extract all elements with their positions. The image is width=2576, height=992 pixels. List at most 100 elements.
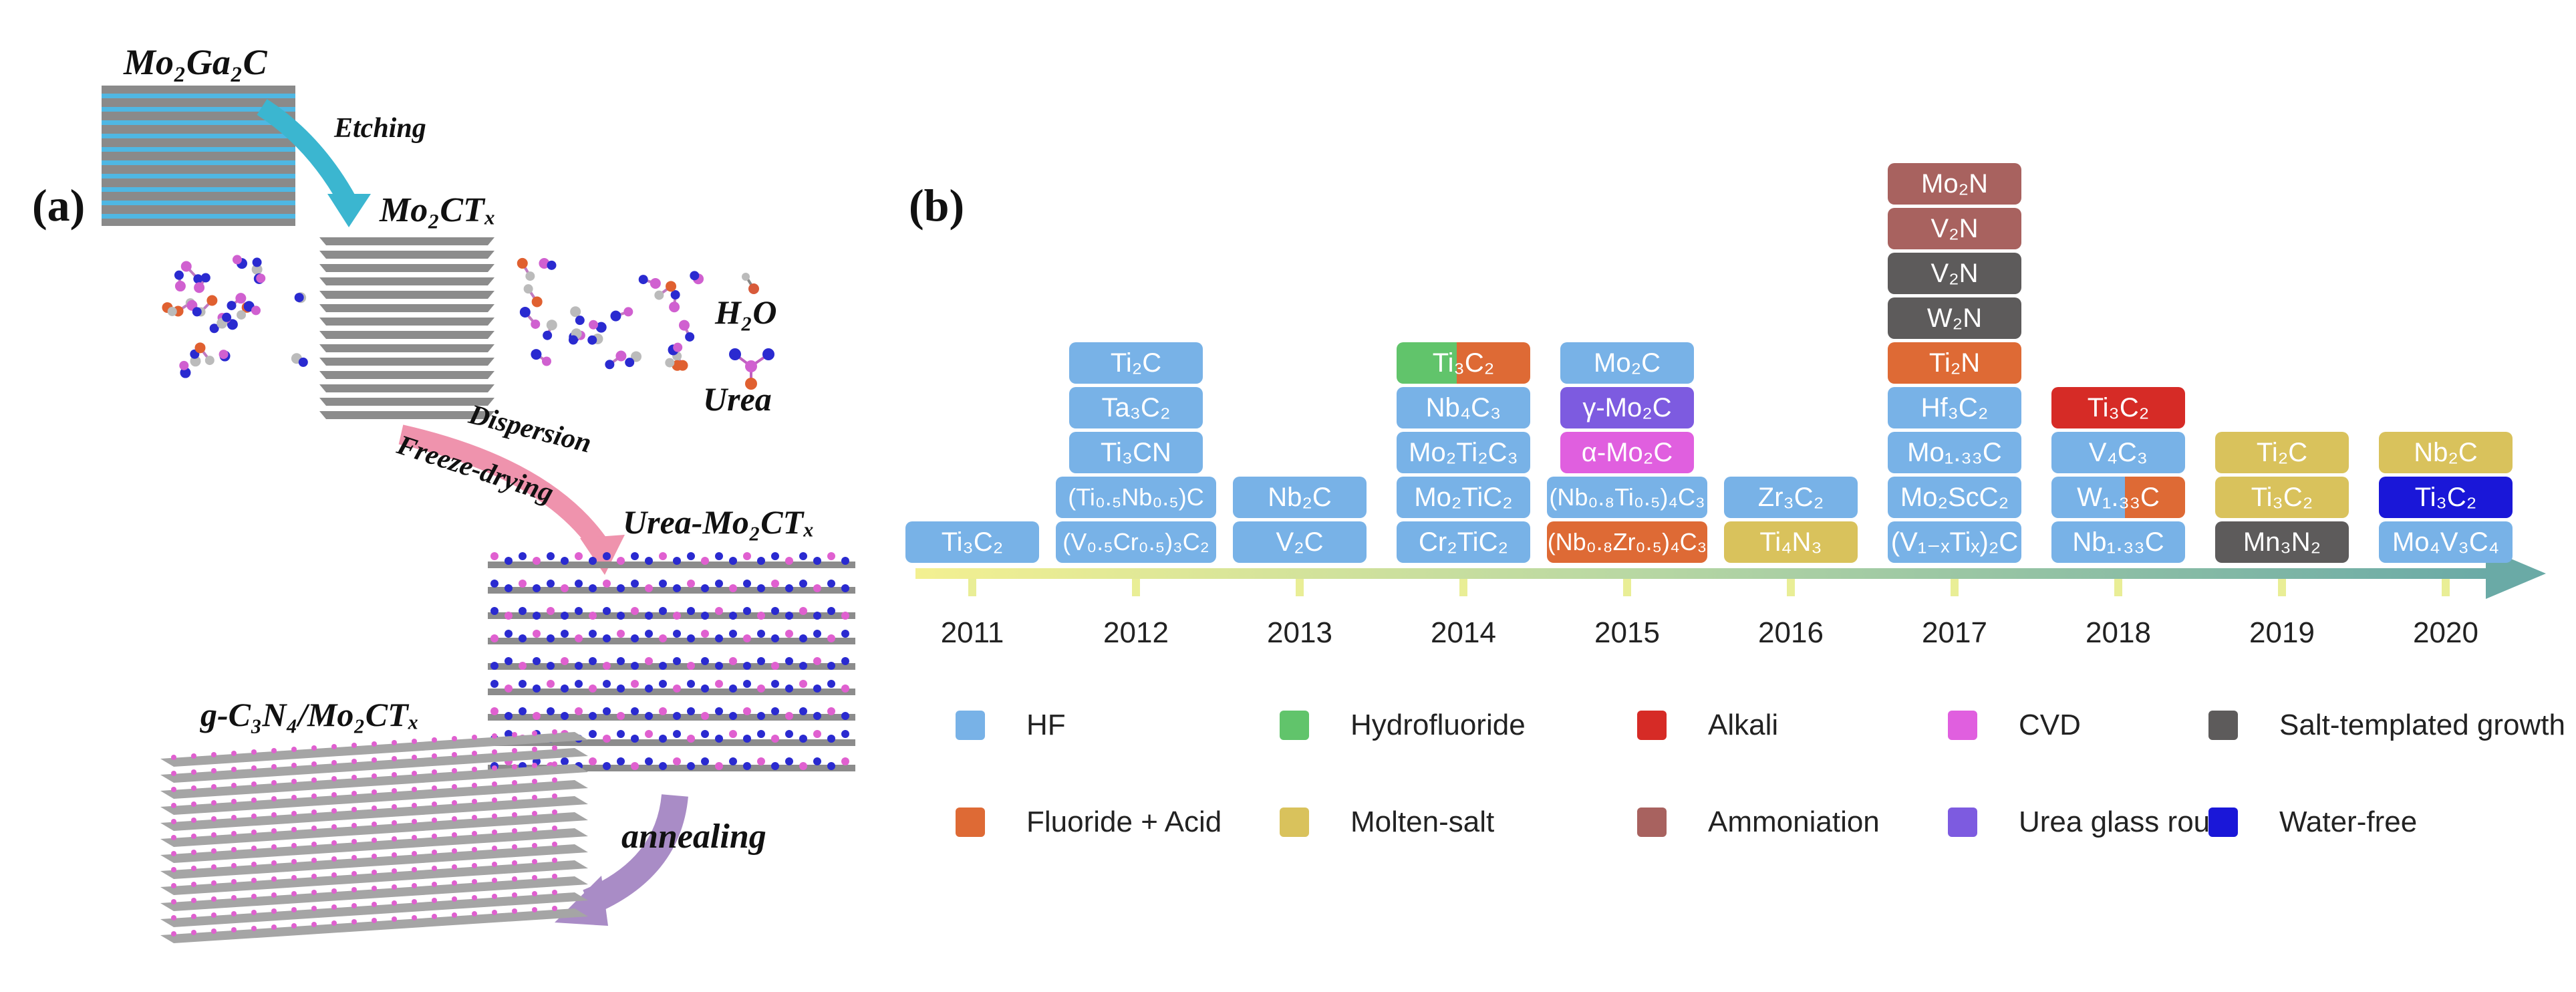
legend-item: Alkali — [1637, 709, 1778, 742]
timeline-tick — [2442, 579, 2450, 596]
mxene-entry-box: W₁.₃₃C — [2051, 477, 2185, 518]
composite-stack — [160, 729, 588, 943]
timeline-tick — [1459, 579, 1467, 596]
annealing-label: annealing — [621, 818, 766, 856]
mxene-entry-box: Nb₄C₃ — [1397, 387, 1530, 428]
legend-label: Water-free — [2279, 805, 2418, 838]
legend-swatch — [2208, 711, 2238, 740]
legend-label: Urea glass route — [2019, 805, 2235, 838]
legend-swatch — [2208, 808, 2238, 837]
mxene-entry-box: Ti₃CN — [1069, 432, 1203, 473]
legend-label: Alkali — [1708, 709, 1779, 741]
legend-label: CVD — [2019, 709, 2081, 741]
timeline-tick — [2278, 579, 2286, 596]
urea-molecule-icon — [729, 348, 774, 390]
mxene-entry-box: V₂N — [1888, 208, 2021, 249]
mxene-entry-box: Ti₂N — [1888, 342, 2021, 384]
annealing-arrow — [583, 793, 688, 915]
legend-item: HF — [956, 709, 1066, 742]
timeline-tick — [1296, 579, 1304, 596]
mo2ctx-multilayer — [319, 237, 494, 419]
mxene-entry-box: V₄C₃ — [2051, 432, 2185, 473]
year-label: 2018 — [2086, 616, 2151, 649]
legend-swatch — [1948, 808, 1977, 837]
legend-label: Fluoride + Acid — [1026, 805, 1222, 838]
legend-swatch — [1637, 808, 1667, 837]
mxene-entry-box: α-Mo₂C — [1560, 432, 1694, 473]
mxene-entry-box: Mo₄V₃C₄ — [2379, 521, 2513, 563]
etching-arrow — [257, 99, 356, 205]
mxene-entry-box: Ti₃C₂ — [2379, 477, 2513, 518]
panel-a-label: (a) — [32, 180, 86, 231]
legend-swatch — [1948, 711, 1977, 740]
year-label: 2013 — [1267, 616, 1332, 649]
mxene-entry-box: Cr₂TiC₂ — [1397, 521, 1530, 563]
mo2ga2c-label: Mo₂Ga₂C — [124, 42, 267, 82]
legend-swatch — [1637, 711, 1667, 740]
legend-item: Urea glass route — [1948, 805, 2235, 839]
timeline-tick — [968, 579, 976, 596]
mxene-entry-box: (Ti₀.₅Nb₀.₅)C — [1056, 477, 1216, 518]
timeline-tick — [2114, 579, 2122, 596]
urea-label: Urea — [703, 380, 772, 418]
mxene-entry-box: Zr₃C₂ — [1724, 477, 1858, 518]
legend-item: Molten-salt — [1280, 805, 1494, 839]
timeline-line — [915, 568, 2492, 579]
h2o-molecule-icon — [742, 273, 759, 294]
mxene-entry-box: Mo₂ScC₂ — [1888, 477, 2021, 518]
legend-item: Hydrofluoride — [1280, 709, 1526, 742]
panel-b-label: (b) — [909, 180, 965, 231]
mxene-entry-box: Mo₂N — [1888, 163, 2021, 205]
urea-mo2ctx-stack — [488, 552, 855, 771]
mxene-entry-box: Ti₄N₃ — [1724, 521, 1858, 563]
legend-item: Salt-templated growth — [2208, 709, 2565, 742]
dispersion-arrow — [398, 424, 610, 554]
mxene-entry-box: (Nb₀.₈Zr₀.₅)₄C₃ — [1547, 521, 1707, 563]
mxene-entry-box: Nb₂C — [1233, 477, 1367, 518]
mxene-entry-box: Hf₃C₂ — [1888, 387, 2021, 428]
urea-mo2ctx-label: Urea-Mo₂CTₓ — [623, 503, 815, 541]
legend-label: HF — [1026, 709, 1066, 741]
timeline-tick — [1951, 579, 1959, 596]
mxene-entry-box: Ta₃C₂ — [1069, 387, 1203, 428]
mxene-entry-box: γ-Mo₂C — [1560, 387, 1694, 428]
urea-molecules-right — [517, 257, 704, 371]
composite-label: g-C₃N₄/Mo₂CTₓ — [200, 696, 420, 733]
legend-item: Ammoniation — [1637, 805, 1880, 839]
mxene-entry-box: Ti₂C — [1069, 342, 1203, 384]
mxene-entry-box: Mo₂C — [1560, 342, 1694, 384]
year-label: 2019 — [2249, 616, 2315, 649]
timeline-tick — [1623, 579, 1631, 596]
panel-a-illustration — [102, 86, 855, 943]
mxene-entry-box: Nb₁.₃₃C — [2051, 521, 2185, 563]
legend-swatch — [956, 711, 985, 740]
year-label: 2012 — [1103, 616, 1169, 649]
legend-label: Hydrofluoride — [1350, 709, 1526, 741]
legend-item: CVD — [1948, 709, 2081, 742]
legend-label: Salt-templated growth — [2279, 709, 2565, 741]
etching-label: Etching — [334, 113, 426, 144]
year-label: 2020 — [2413, 616, 2478, 649]
mxene-entry-box: Mo₁.₃₃C — [1888, 432, 2021, 473]
timeline-tick — [1132, 579, 1140, 596]
mo2ctx-label: Mo₂CTₓ — [380, 191, 496, 229]
mxene-entry-box: Ti₃C₂ — [905, 521, 1039, 563]
mxene-entry-box: Ti₃C₂ — [2215, 477, 2349, 518]
etching-arrow-head — [327, 194, 371, 227]
year-label: 2011 — [940, 616, 1004, 649]
mxene-entry-box: Ti₂C — [2215, 432, 2349, 473]
legend-label: Molten-salt — [1350, 805, 1495, 838]
mxene-entry-box: (Nb₀.₈Ti₀.₅)₄C₃ — [1547, 477, 1707, 518]
legend-swatch — [956, 808, 985, 837]
year-label: 2014 — [1431, 616, 1496, 649]
legend-swatch — [1280, 711, 1309, 740]
h2o-label: H₂O — [715, 293, 777, 331]
legend-swatch — [1280, 808, 1309, 837]
mxene-entry-box: Ti₃C₂ — [1397, 342, 1530, 384]
timeline-tick — [1787, 579, 1795, 596]
mxene-entry-box: (V₀.₅Cr₀.₅)₃C₂ — [1056, 521, 1216, 563]
mxene-entry-box: (V₁₋ₓTiₓ)₂C — [1888, 521, 2021, 563]
mxene-entry-box: W₂N — [1888, 297, 2021, 339]
mxene-entry-box: Nb₂C — [2379, 432, 2513, 473]
mxene-entry-box: Mo₂Ti₂C₃ — [1397, 432, 1530, 473]
